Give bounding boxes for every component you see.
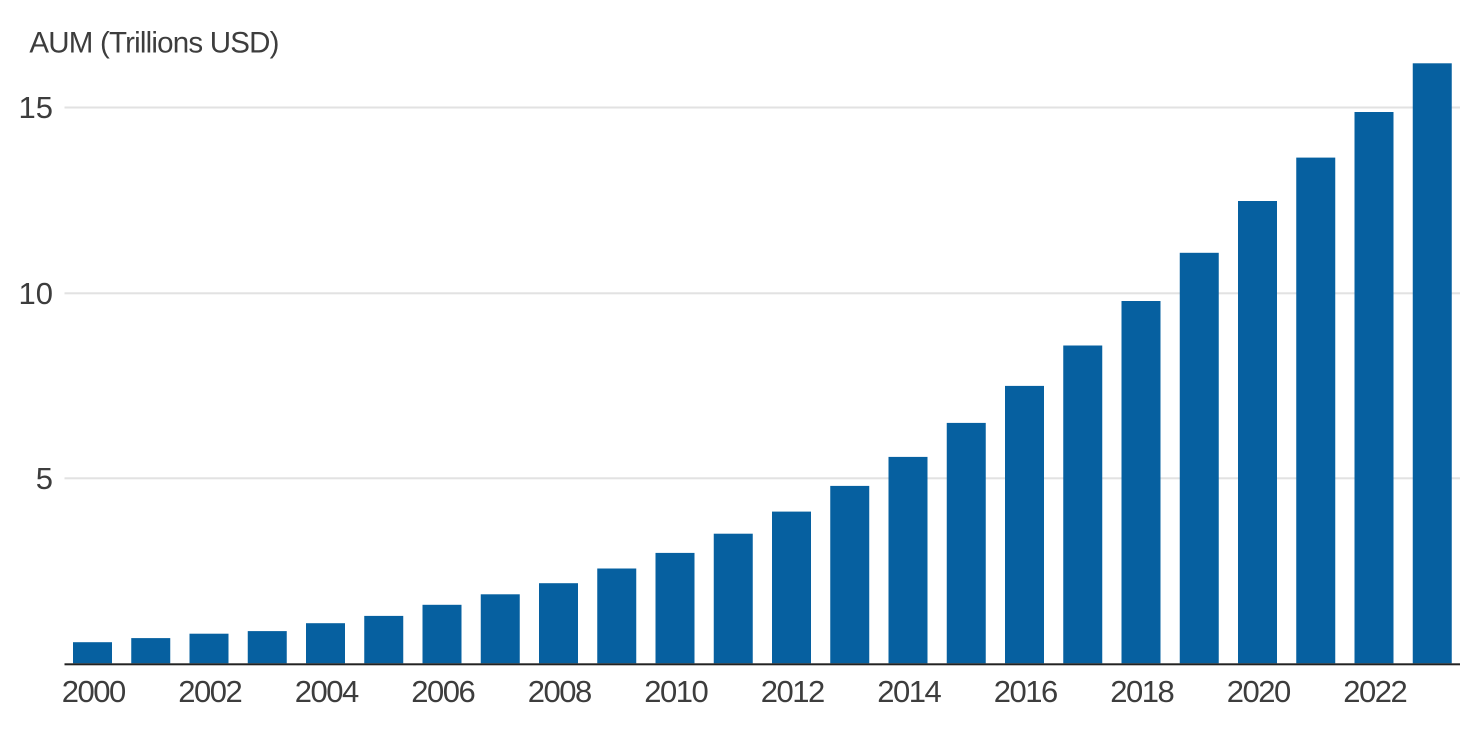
svg-text:5: 5 bbox=[36, 461, 53, 496]
svg-text:2000: 2000 bbox=[62, 674, 126, 709]
svg-text:15: 15 bbox=[19, 90, 53, 125]
svg-text:2004: 2004 bbox=[295, 674, 359, 709]
svg-text:2006: 2006 bbox=[411, 674, 474, 709]
svg-text:AUM (Trillions USD): AUM (Trillions USD) bbox=[29, 26, 278, 59]
svg-text:2010: 2010 bbox=[644, 674, 708, 709]
svg-text:10: 10 bbox=[19, 276, 53, 311]
svg-text:2002: 2002 bbox=[178, 674, 241, 709]
svg-text:2012: 2012 bbox=[761, 674, 824, 709]
svg-text:2016: 2016 bbox=[994, 674, 1057, 709]
svg-text:2018: 2018 bbox=[1110, 674, 1173, 709]
svg-text:2020: 2020 bbox=[1227, 674, 1291, 709]
svg-text:2014: 2014 bbox=[877, 674, 941, 709]
svg-text:2022: 2022 bbox=[1343, 674, 1406, 709]
svg-text:2008: 2008 bbox=[528, 674, 591, 709]
